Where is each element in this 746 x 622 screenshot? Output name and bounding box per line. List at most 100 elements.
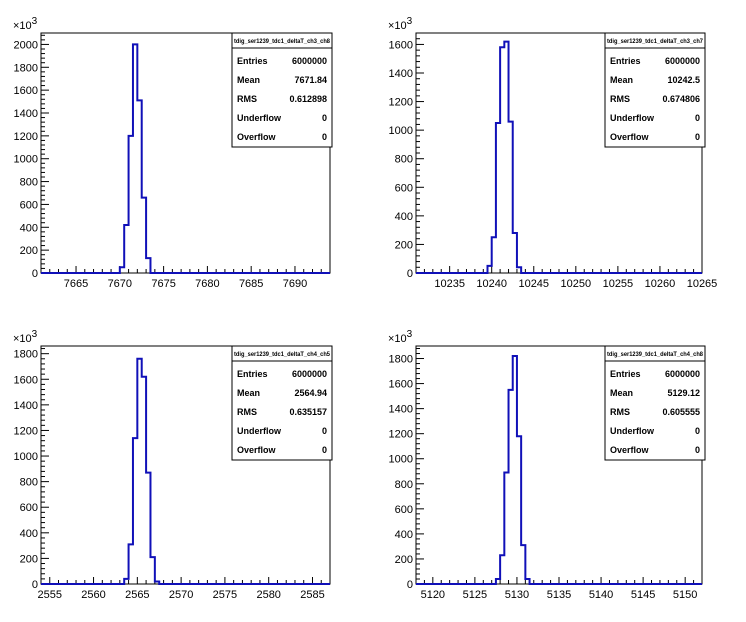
stats-row-label: Entries [610,56,641,66]
stats-row-label: RMS [237,407,257,417]
stats-row-label: Overflow [237,132,277,142]
stats-box-frame [604,32,706,148]
y-tick-label: 400 [20,222,38,234]
stats-row-label: RMS [610,94,630,104]
x-tick-label: 7690 [283,278,307,290]
stats-row-value: 0 [695,113,700,123]
stats-row-label: Overflow [237,445,277,455]
histogram-panel: 7665 7670 7675 7680 7685 7690 0 200 400 600 800 100… [13,16,333,290]
histogram-bin [142,198,146,273]
stats-row-label: Overflow [610,445,650,455]
histogram-outline [416,40,702,274]
stats-row-value: 0 [322,113,327,123]
histogram-bin [133,44,137,273]
y-tick-label: 1800 [14,349,38,361]
y-tick-label: 0 [407,268,413,280]
x-tick-label: 2565 [125,589,149,601]
y-exponent-label: ×103 [13,329,38,345]
histogram-bin [146,258,150,273]
stats-row-value: 7671.84 [294,75,327,85]
stats-row-value: 0 [322,132,327,142]
histogram-bin [509,122,513,273]
y-tick-label: 1000 [14,154,38,166]
y-tick-label: 600 [20,199,38,211]
stats-box: tdig_ser1239_tdc1_deltaT_ch3_ch8 Entries 6… [231,32,333,148]
stats-row-label: Mean [237,388,260,398]
histogram-bin [124,579,128,584]
y-tick-label: 800 [20,177,38,189]
stats-row-label: Overflow [610,132,650,142]
y-tick-label: 400 [395,211,413,223]
y-tick-label: 1800 [389,354,413,366]
stats-title: tdig_ser1239_tdc1_deltaT_ch3_ch8 [234,39,331,45]
y-tick-label: 1000 [14,451,38,463]
histogram-bin [500,555,504,584]
x-tick-label: 2585 [300,589,324,601]
histogram-bin [137,100,141,273]
y-tick-label: 1600 [14,374,38,386]
stats-row-label: Entries [237,56,268,66]
x-tick-label: 5125 [463,589,487,601]
histogram-panel: 5120 5125 5130 5135 5140 5145 5150 0 200 400 600 80… [388,329,706,601]
histogram-bin [517,436,521,584]
y-tick-label: 200 [20,245,38,257]
y-tick-label: 1200 [14,425,38,437]
x-tick-label: 2575 [213,589,237,601]
x-tick-label: 5130 [505,589,529,601]
histogram-bin [496,123,500,273]
stats-row-label: Underflow [610,113,655,123]
x-tick-label: 2555 [38,589,62,601]
x-tick-label: 5150 [673,589,697,601]
stats-box: tdig_ser1239_tdc1_deltaT_ch4_ch5 Entries 6… [231,345,333,461]
y-tick-label: 600 [20,502,38,514]
histogram-bin [142,377,146,584]
histogram-bin [496,579,500,584]
histogram-panel: 2555 2560 2565 2570 2575 2580 2585 0 200 400 600 80… [13,329,333,601]
x-tick-label: 5120 [421,589,445,601]
stats-row-label: Underflow [237,113,282,123]
stats-row-value: 10242.5 [667,75,700,85]
stats-row-value: 0.612898 [289,94,327,104]
x-tick-label: 10245 [518,278,549,290]
x-tick-label: 10235 [434,278,465,290]
histogram-bin [525,579,529,584]
y-tick-label: 200 [395,554,413,566]
x-tick-label: 10250 [561,278,592,290]
y-tick-label: 1600 [389,39,413,51]
y-tick-label: 1800 [14,62,38,74]
y-tick-label: 1200 [389,429,413,441]
stats-row-value: 0 [695,132,700,142]
y-tick-label: 2000 [14,39,38,51]
stats-row-value: 6000000 [292,56,327,66]
histogram-bin [521,545,525,584]
x-tick-label: 2570 [169,589,193,601]
y-tick-label: 800 [395,479,413,491]
histogram-bin [137,359,141,584]
x-tick-label: 5145 [631,589,655,601]
y-tick-label: 1400 [14,108,38,120]
histogram-bin [120,267,124,273]
y-tick-label: 0 [32,268,38,280]
y-tick-label: 1600 [14,85,38,97]
x-tick-label: 10265 [687,278,718,290]
stats-row-value: 0 [322,426,327,436]
stats-row-label: Entries [610,369,641,379]
histogram-bin [513,233,517,273]
y-exponent-label: ×103 [13,16,38,32]
stats-box-frame [231,32,333,148]
stats-row-label: Mean [237,75,260,85]
stats-row-label: RMS [610,407,630,417]
stats-title: tdig_ser1239_tdc1_deltaT_ch4_ch5 [234,352,331,358]
stats-box-frame [604,345,706,461]
x-tick-label: 10260 [645,278,676,290]
stats-title: tdig_ser1239_tdc1_deltaT_ch4_ch8 [607,352,704,358]
stats-row-value: 5129.12 [667,388,700,398]
histogram-bin [129,544,133,584]
y-tick-label: 1400 [14,400,38,412]
stats-row-value: 6000000 [665,56,700,66]
y-tick-label: 1000 [389,454,413,466]
x-tick-label: 10240 [476,278,507,290]
stats-box: tdig_ser1239_tdc1_deltaT_ch3_ch7 Entries 6… [604,32,706,148]
y-tick-label: 0 [32,579,38,591]
